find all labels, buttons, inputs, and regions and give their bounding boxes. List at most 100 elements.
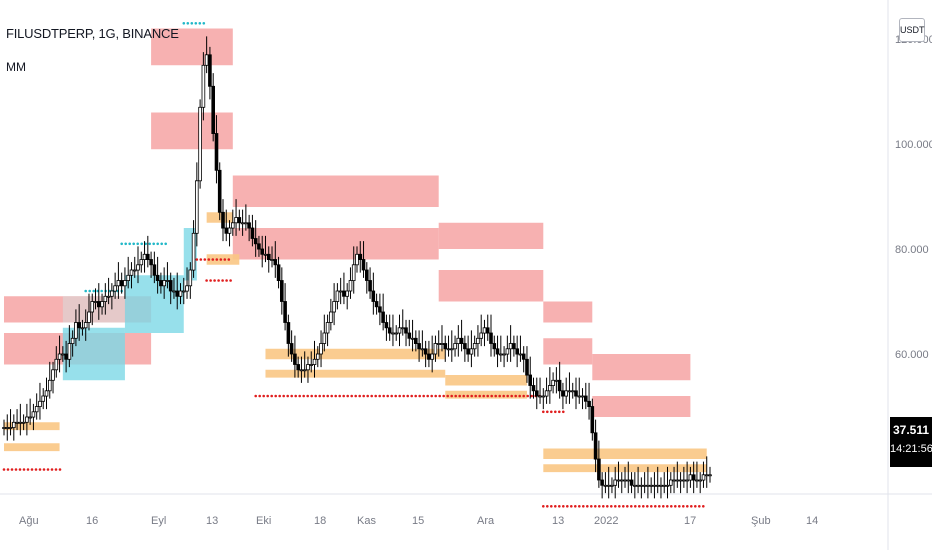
candle-body	[332, 301, 336, 313]
level-dot	[378, 394, 382, 398]
candle-body	[325, 322, 330, 334]
candle-body	[623, 479, 627, 482]
candle-body	[570, 390, 575, 393]
level-dot	[566, 505, 569, 508]
candle-body	[512, 343, 516, 350]
level-dot	[506, 394, 510, 398]
level-dot	[354, 394, 358, 398]
candle-body	[688, 474, 693, 481]
candle-body	[364, 269, 369, 281]
level-dot	[462, 394, 466, 398]
candle-body	[675, 479, 680, 482]
level-dot	[152, 242, 155, 246]
orange-band-segment	[4, 443, 60, 452]
level-dot	[286, 394, 290, 398]
candle-body	[145, 253, 150, 261]
candle-body	[476, 337, 480, 344]
level-dot	[410, 394, 414, 398]
candle-body	[8, 427, 13, 429]
level-dot	[646, 505, 649, 508]
candle-body	[561, 390, 565, 397]
candle-body	[672, 479, 676, 482]
level-dot	[362, 394, 366, 398]
level-dot	[574, 505, 577, 508]
candle-body	[580, 395, 585, 398]
level-dot	[229, 279, 232, 282]
candle-body	[391, 332, 395, 335]
level-dot	[310, 394, 314, 398]
level-dot	[434, 394, 438, 398]
candle-body	[708, 474, 712, 477]
orange-band-segment	[445, 375, 527, 386]
level-dot	[670, 505, 673, 508]
level-dot	[148, 242, 151, 246]
candle-body	[417, 343, 421, 350]
level-dot	[602, 505, 605, 508]
candle-body	[691, 474, 696, 481]
candle-body	[61, 353, 65, 356]
candle-body	[312, 358, 317, 365]
level-dot	[270, 394, 274, 398]
level-dot	[314, 394, 318, 398]
candle-body	[345, 290, 349, 297]
level-dot	[198, 22, 202, 25]
candle-body	[296, 364, 300, 371]
level-dot	[202, 22, 206, 25]
candle-body	[175, 290, 180, 297]
candle-body	[704, 474, 709, 477]
level-dot	[562, 505, 565, 508]
x-tick-label: 15	[412, 515, 424, 527]
level-dot	[490, 394, 494, 398]
x-tick-label: Eyl	[151, 515, 166, 527]
level-dot	[422, 394, 426, 398]
candle-body	[348, 280, 353, 292]
candle-body	[678, 479, 683, 482]
candle-body	[698, 479, 702, 482]
candle-body	[502, 353, 506, 356]
candle-body	[564, 390, 568, 397]
candle-body	[322, 332, 327, 344]
candle-body	[436, 343, 441, 345]
level-dot	[558, 410, 561, 414]
candle-body	[38, 400, 42, 407]
candle-body	[270, 259, 274, 261]
level-dot	[386, 394, 390, 398]
candle-body	[567, 390, 572, 393]
candle-body	[253, 238, 258, 245]
candle-body	[185, 285, 189, 292]
currency-button[interactable]: USDT	[899, 18, 925, 42]
level-dot	[642, 505, 645, 508]
candle-body	[541, 395, 546, 398]
candle-body	[276, 264, 281, 281]
level-dot	[322, 394, 326, 398]
level-dot	[390, 394, 394, 398]
level-dot	[438, 394, 442, 398]
level-dot	[164, 242, 167, 246]
orange-band-segment	[265, 369, 446, 378]
candle-body	[139, 259, 144, 266]
level-dot	[128, 242, 131, 246]
level-dot	[298, 394, 302, 398]
candle-body	[695, 479, 699, 482]
x-tick-label: 13	[206, 515, 218, 527]
candle-body	[41, 395, 45, 402]
candle-body	[489, 332, 493, 344]
candle-body	[423, 348, 428, 355]
candle-body	[2, 427, 6, 429]
level-dot	[274, 394, 278, 398]
candle-body	[557, 379, 562, 392]
candle-body	[129, 269, 134, 276]
candle-body	[329, 311, 333, 323]
level-dot	[350, 394, 354, 398]
candle-body	[5, 427, 10, 429]
level-dot	[542, 505, 545, 508]
candle-body	[701, 474, 706, 481]
candle-body	[528, 374, 532, 386]
level-dot	[215, 258, 219, 261]
level-dot	[186, 22, 190, 25]
candle-body	[463, 343, 467, 350]
candle-body	[597, 458, 601, 481]
candle-body	[168, 280, 173, 292]
x-tick-label: 17	[684, 515, 696, 527]
